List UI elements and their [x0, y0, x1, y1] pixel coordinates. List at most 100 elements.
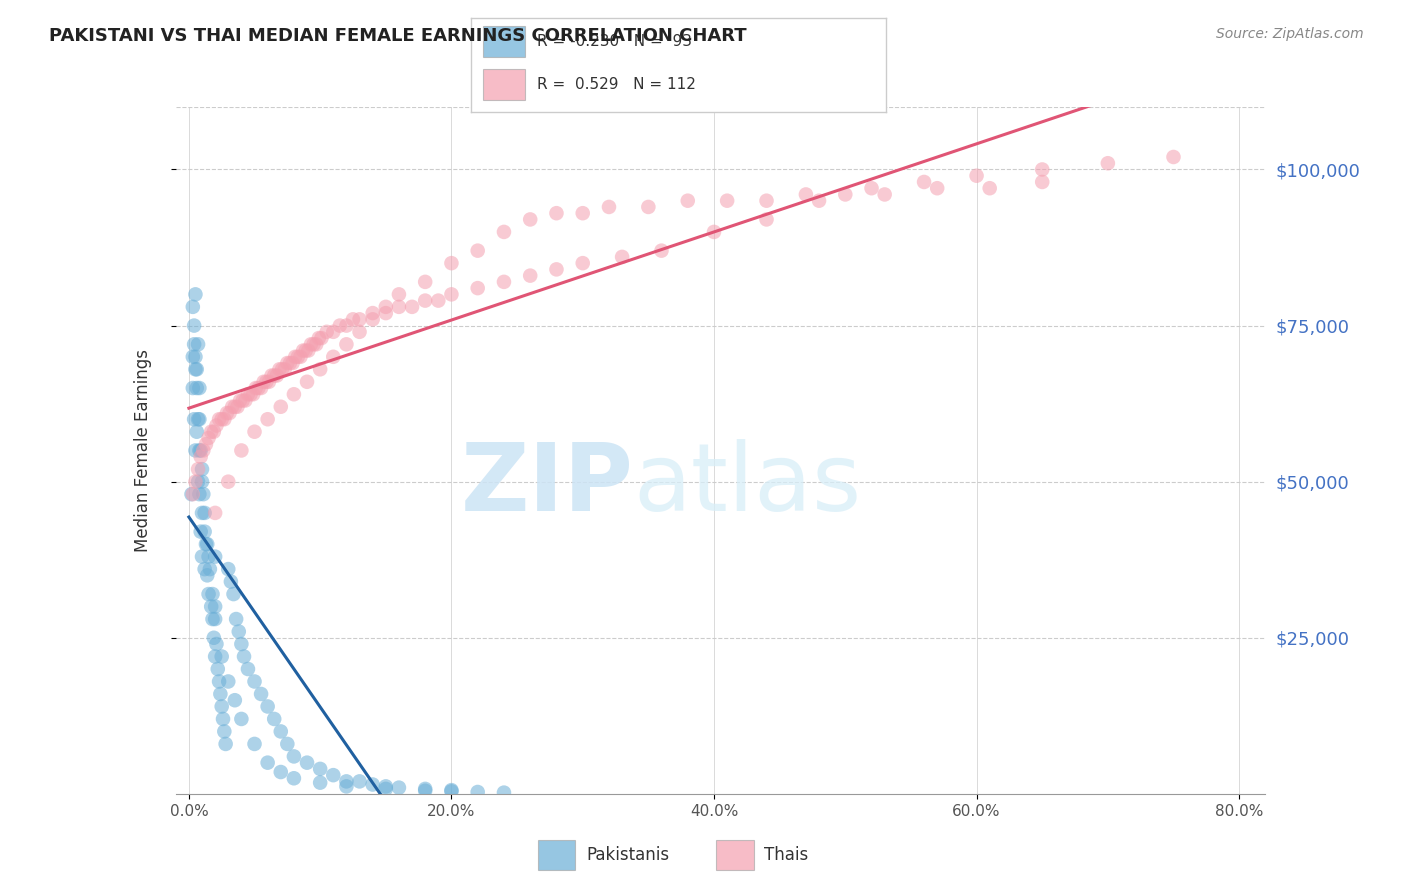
- Point: [299, 337, 322, 351]
- Point: [361, 306, 384, 320]
- Point: [225, 612, 247, 626]
- Point: [755, 194, 778, 208]
- Point: [231, 443, 253, 458]
- Point: [703, 225, 725, 239]
- Point: [322, 325, 344, 339]
- Point: [860, 181, 883, 195]
- Point: [190, 450, 212, 464]
- Point: [195, 537, 218, 551]
- Point: [194, 506, 217, 520]
- Point: [243, 674, 266, 689]
- Point: [794, 187, 817, 202]
- Point: [374, 781, 396, 796]
- Point: [329, 318, 352, 333]
- Point: [309, 775, 332, 789]
- Point: [219, 574, 242, 589]
- Point: [256, 412, 278, 426]
- Point: [283, 771, 305, 786]
- Point: [467, 244, 489, 258]
- Point: [492, 275, 515, 289]
- Y-axis label: Median Female Earnings: Median Female Earnings: [134, 349, 152, 552]
- Point: [247, 381, 270, 395]
- FancyBboxPatch shape: [717, 839, 754, 870]
- Point: [226, 400, 249, 414]
- Point: [374, 306, 396, 320]
- Point: [197, 587, 219, 601]
- Point: [335, 337, 357, 351]
- Text: PAKISTANI VS THAI MEDIAN FEMALE EARNINGS CORRELATION CHART: PAKISTANI VS THAI MEDIAN FEMALE EARNINGS…: [49, 27, 747, 45]
- Point: [650, 244, 672, 258]
- Point: [598, 200, 620, 214]
- Point: [218, 406, 240, 420]
- Point: [194, 437, 217, 451]
- Point: [202, 425, 225, 439]
- Point: [184, 362, 207, 376]
- Point: [211, 699, 233, 714]
- Point: [180, 487, 202, 501]
- Point: [187, 475, 209, 489]
- Point: [413, 781, 436, 796]
- Point: [270, 400, 292, 414]
- Point: [190, 443, 212, 458]
- Point: [755, 212, 778, 227]
- Point: [201, 612, 224, 626]
- Point: [283, 749, 305, 764]
- Point: [204, 506, 226, 520]
- Point: [215, 406, 238, 420]
- Point: [283, 387, 305, 401]
- Point: [201, 587, 224, 601]
- Point: [427, 293, 450, 308]
- Point: [467, 785, 489, 799]
- Point: [467, 281, 489, 295]
- Point: [492, 225, 515, 239]
- FancyBboxPatch shape: [484, 70, 524, 100]
- Point: [204, 612, 226, 626]
- Point: [294, 343, 316, 358]
- Point: [295, 375, 318, 389]
- Point: [204, 599, 226, 614]
- Point: [204, 649, 226, 664]
- Point: [873, 187, 896, 202]
- Point: [274, 362, 297, 376]
- Point: [571, 256, 593, 270]
- Point: [281, 356, 304, 370]
- Point: [269, 362, 291, 376]
- Point: [335, 318, 357, 333]
- Point: [335, 780, 357, 794]
- Point: [184, 475, 207, 489]
- Point: [187, 412, 209, 426]
- Point: [186, 425, 208, 439]
- Point: [198, 562, 221, 576]
- Point: [214, 724, 236, 739]
- Point: [194, 537, 217, 551]
- Point: [204, 549, 226, 564]
- Point: [197, 431, 219, 445]
- Point: [278, 356, 301, 370]
- Point: [186, 381, 208, 395]
- Point: [335, 774, 357, 789]
- Point: [311, 331, 333, 345]
- Point: [231, 637, 253, 651]
- Point: [361, 778, 384, 792]
- Point: [519, 268, 541, 283]
- Point: [245, 381, 267, 395]
- Point: [271, 362, 294, 376]
- Point: [205, 418, 228, 433]
- Point: [305, 337, 328, 351]
- Point: [186, 362, 208, 376]
- Point: [290, 350, 312, 364]
- Point: [388, 780, 411, 795]
- Point: [270, 724, 292, 739]
- Point: [191, 506, 214, 520]
- Point: [233, 649, 256, 664]
- Point: [927, 181, 949, 195]
- Point: [287, 350, 309, 364]
- Point: [250, 687, 273, 701]
- Point: [217, 562, 239, 576]
- Point: [1163, 150, 1185, 164]
- Point: [284, 350, 307, 364]
- Point: [413, 784, 436, 798]
- Point: [187, 462, 209, 476]
- Point: [388, 287, 411, 301]
- Point: [184, 287, 207, 301]
